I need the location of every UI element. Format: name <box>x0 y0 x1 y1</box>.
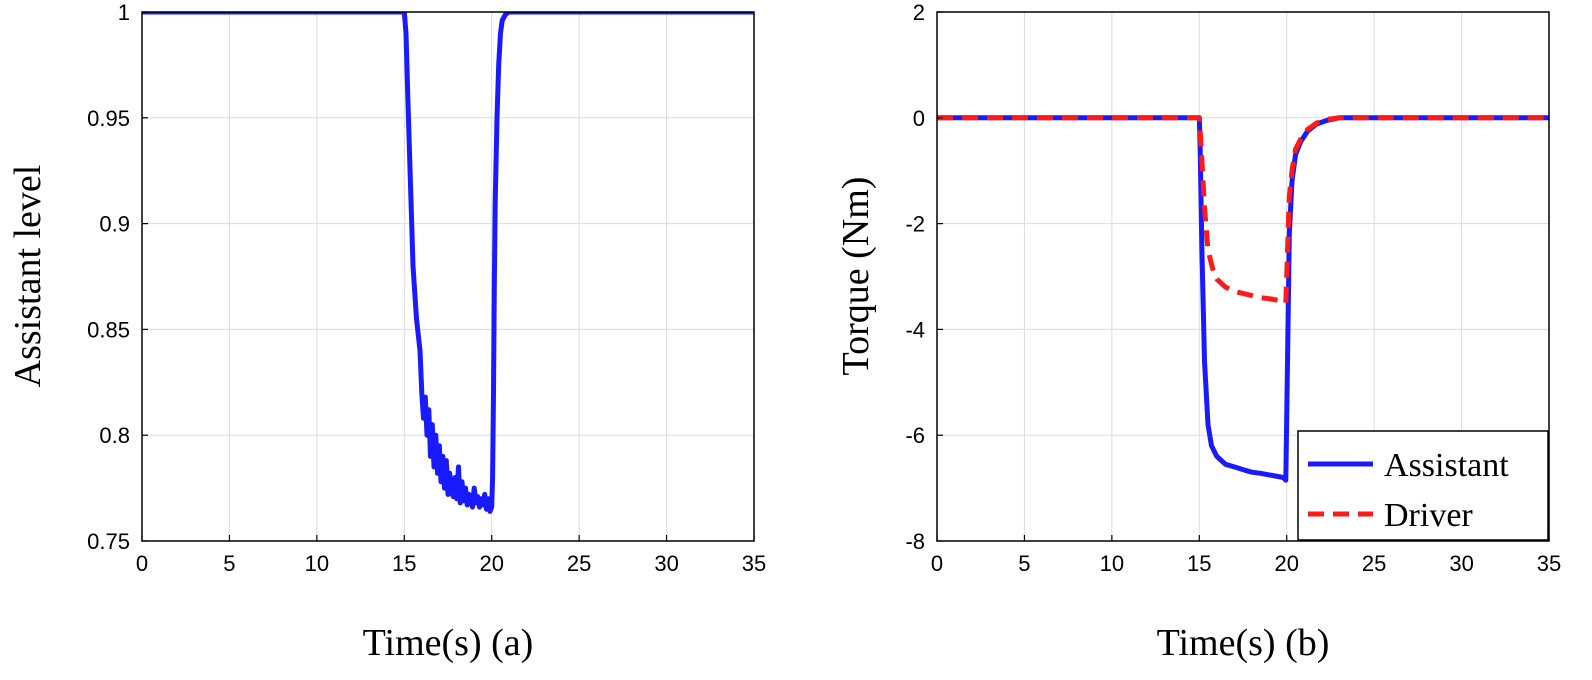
x-tick-label: 0 <box>931 551 943 576</box>
plot-frame <box>936 11 1550 542</box>
legend-box <box>1297 430 1549 541</box>
x-tick-label: 15 <box>392 551 416 576</box>
y-tick-labels: 0.75 0.8 0.85 0.9 0.95 1 <box>87 0 148 554</box>
chart-panel-b: 0 5 10 15 20 25 30 35 -8 -6 -4 -2 0 2 Time(s) (b) To… <box>835 0 1561 664</box>
x-tick-label: 5 <box>223 551 235 576</box>
x-tick-label: 35 <box>1537 551 1561 576</box>
series-line-0 <box>142 12 754 514</box>
plot-frame <box>141 11 755 542</box>
y-tick-label: 1 <box>118 0 130 25</box>
x-tick-label: 5 <box>1018 551 1030 576</box>
y-tick-label: 2 <box>913 0 925 25</box>
x-tick-labels: 0 5 10 15 20 25 30 35 <box>931 535 1561 576</box>
y-tick-label: 0.75 <box>87 529 130 554</box>
legend-label-assistant: Assistant <box>1384 447 1509 484</box>
y-tick-label: 0.8 <box>99 423 130 448</box>
chart-panel-a: 0 5 10 15 20 25 30 35 0.75 0.8 0.85 0.9 0.95 1 Time(… <box>7 0 766 664</box>
y-tick-label: -4 <box>905 317 925 342</box>
legend-label-driver: Driver <box>1384 497 1473 534</box>
y-tick-label: -2 <box>905 212 925 237</box>
y-tick-labels: -8 -6 -4 -2 0 2 <box>905 0 943 554</box>
y-tick-label: 0.85 <box>87 317 130 342</box>
x-tick-label: 10 <box>1100 551 1124 576</box>
y-tick-label: 0.95 <box>87 106 130 131</box>
y-axis-label: Assistant level <box>7 165 49 388</box>
y-axis-label: Torque (Nm) <box>835 177 877 376</box>
legend: Assistant Driver <box>1297 430 1549 541</box>
y-tick-label: 0.9 <box>99 212 130 237</box>
x-tick-label: 10 <box>305 551 329 576</box>
x-tick-labels: 0 5 10 15 20 25 30 35 <box>136 535 766 576</box>
series-group <box>937 115 1549 483</box>
x-tick-label: 0 <box>136 551 148 576</box>
y-tick-label: 0 <box>913 106 925 131</box>
series-group <box>142 12 754 514</box>
series-line-assistant <box>937 115 1549 483</box>
x-tick-label: 30 <box>1449 551 1473 576</box>
x-tick-label: 25 <box>1362 551 1386 576</box>
x-tick-label: 25 <box>567 551 591 576</box>
y-tick-label: -8 <box>905 529 925 554</box>
series-line-driver <box>937 115 1549 306</box>
x-tick-label: 20 <box>479 551 503 576</box>
x-tick-label: 20 <box>1274 551 1298 576</box>
x-tick-label: 35 <box>742 551 766 576</box>
x-tick-label: 30 <box>654 551 678 576</box>
x-tick-label: 15 <box>1187 551 1211 576</box>
x-axis-label: Time(s) (a) <box>363 622 534 664</box>
x-axis-label: Time(s) (b) <box>1157 622 1330 664</box>
y-tick-label: -6 <box>905 423 925 448</box>
